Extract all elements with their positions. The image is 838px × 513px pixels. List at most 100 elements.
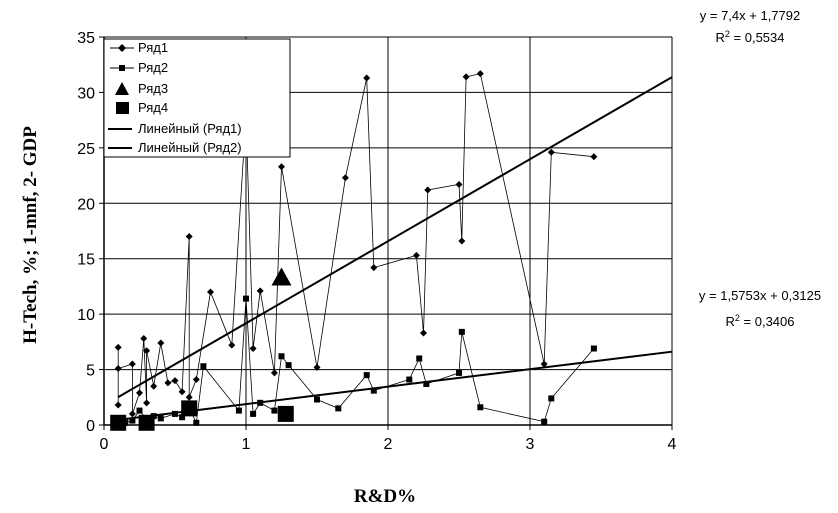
series-2-point (179, 414, 186, 421)
x-tick-label: 0 (100, 436, 109, 453)
series-1-point (412, 251, 420, 259)
legend: Ряд1 Ряд2 Ряд3 Ряд4 Линейный (Ряд1) Лине… (103, 38, 291, 158)
legend-entry-series-2: Ряд2 (110, 60, 168, 75)
x-tick-label: 2 (384, 436, 393, 453)
y-tick-label: 35 (77, 30, 95, 47)
series-1-point (114, 343, 122, 351)
series-1-point (114, 401, 122, 409)
series-2-point (363, 372, 370, 379)
series-1-point (128, 360, 136, 368)
legend-label: Линейный (Ряд2) (138, 140, 242, 155)
series-1-point (363, 74, 371, 82)
legend-label: Ряд2 (138, 60, 168, 75)
series-1-point (114, 364, 122, 372)
series-4-point (181, 400, 198, 417)
series-2-point (157, 415, 164, 422)
series-2-point (314, 396, 320, 403)
x-tick-label: 1 (242, 436, 251, 453)
x-tick-label: 4 (668, 436, 677, 453)
series-1-point (476, 70, 484, 78)
legend-entry-trendline-2: Линейный (Ряд2) (108, 140, 242, 155)
y-tick-label: 10 (77, 307, 95, 324)
data-series (110, 70, 598, 431)
series-1-point (185, 233, 193, 241)
series-1-point (278, 163, 285, 171)
series-2-point (335, 405, 342, 412)
trendline-2-r2: R2 = 0,3406 (726, 313, 795, 329)
trendline-2-annotation: y = 1,5753x + 0,3125 R2 = 0,3406 (699, 288, 821, 329)
series-1-point (157, 339, 165, 347)
series-1-point (424, 186, 432, 194)
series-2-point (548, 395, 555, 402)
series-3-point (271, 267, 292, 286)
series-3 (271, 267, 292, 286)
legend-box (103, 38, 291, 158)
series-2-point (370, 387, 377, 394)
y-tick-label: 15 (77, 252, 95, 269)
series-4 (110, 400, 294, 431)
series-1-point (420, 329, 427, 337)
series-2-point (416, 355, 423, 362)
series-1-point (256, 287, 264, 295)
trendline-2 (118, 350, 673, 421)
series-2-point (271, 407, 278, 414)
series-1-point (128, 410, 136, 418)
trendline-1-r2: R2 = 0,5534 (716, 29, 785, 45)
x-axis-title: R&D% (354, 486, 416, 507)
legend-entry-series-4: Ряд4 (116, 100, 168, 115)
y-tick-label: 30 (77, 85, 95, 102)
trendline-2-equation: y = 1,5753x + 0,3125 (699, 288, 821, 303)
series-1-point (270, 369, 278, 377)
trendline-1 (117, 76, 673, 398)
series-1-point (249, 345, 257, 353)
series-2-point (172, 410, 178, 417)
series-2-point (456, 369, 462, 376)
series-2-point (285, 362, 292, 369)
y-tick-label: 5 (86, 363, 95, 380)
y-tick-label: 20 (77, 196, 95, 213)
series-1-point (192, 376, 200, 384)
trendline-1-equation: y = 7,4x + 1,7792 (700, 8, 800, 23)
legend-label: Ряд3 (138, 81, 168, 96)
series-1-point (143, 347, 151, 355)
legend-label: Линейный (Ряд1) (138, 121, 242, 136)
legend-entry-series-3: Ряд3 (115, 81, 168, 96)
series-1-point (207, 288, 214, 296)
series-1-point (462, 73, 470, 81)
series-1-point (590, 153, 598, 161)
series-1-point (150, 382, 158, 390)
series-2-point (243, 295, 249, 302)
legend-entry-series-1: Ряд1 (110, 40, 168, 55)
series-2-point (590, 345, 597, 352)
series-1-point (185, 393, 193, 401)
series-1-line (117, 73, 594, 415)
series-4-point (138, 414, 155, 431)
legend-entry-trendline-1: Линейный (Ряд1) (108, 121, 242, 136)
series-1-point (164, 379, 172, 387)
series-1-point (143, 399, 151, 407)
series-1-point (540, 360, 548, 368)
series-1-point (178, 388, 186, 396)
series-1-point (171, 377, 179, 385)
series-4-point (277, 405, 294, 422)
series-2-point (250, 410, 257, 417)
series-1-point (313, 363, 321, 371)
series-2-point (406, 376, 413, 383)
series-1-point (370, 264, 378, 272)
y-tick-label: 0 (86, 418, 95, 435)
series-2-point (193, 419, 200, 426)
series-2-point (235, 407, 242, 414)
series-1-point (341, 174, 349, 182)
series-2-point (423, 380, 430, 387)
y-tick-label: 25 (77, 141, 95, 158)
series-1-point (547, 148, 555, 156)
y-axis-title: H-Tech, %; 1-mnf, 2- GDP (20, 126, 41, 344)
series-2-point (541, 418, 548, 425)
series-1-point (458, 237, 466, 245)
trendline-1-annotation: y = 7,4x + 1,7792 R2 = 0,5534 (700, 8, 800, 45)
series-1-point (455, 180, 463, 188)
grid-lines (104, 36, 673, 425)
series-1-point (136, 389, 143, 397)
series-2-point (200, 363, 207, 370)
